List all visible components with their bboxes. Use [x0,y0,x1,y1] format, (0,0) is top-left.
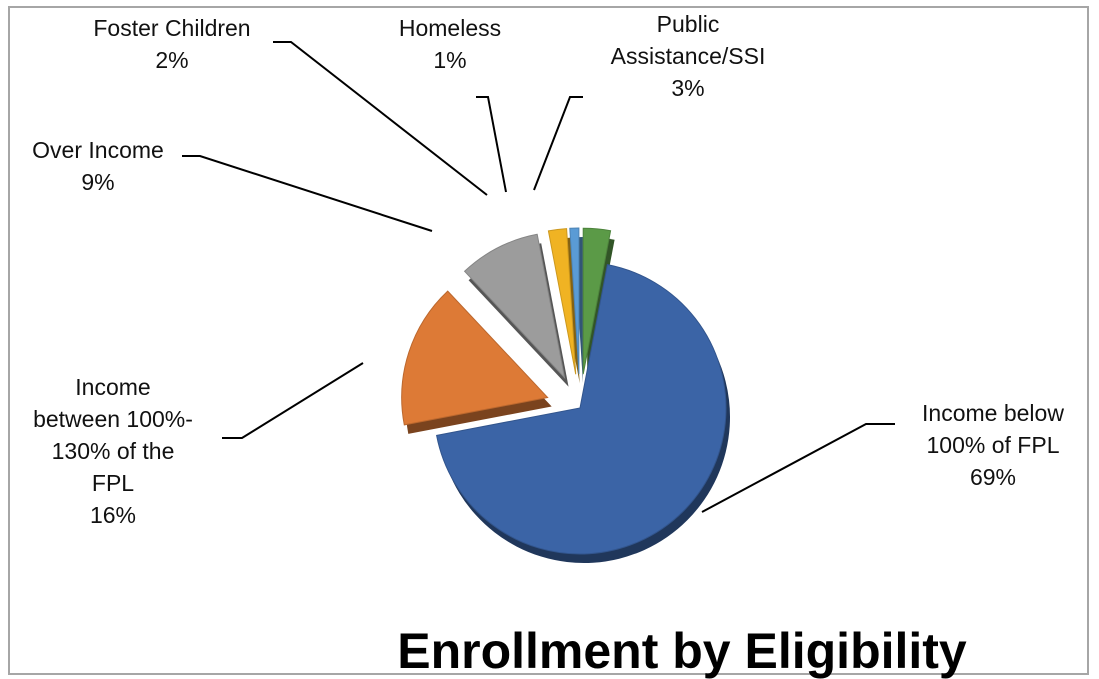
leader-line-over-income [182,155,433,232]
slice-percent-homeless: 1% [433,47,466,73]
leader-line-income-between-100-130-of-the-fpl [222,362,364,439]
pie-slices [401,227,727,555]
slice-label-public-assistance-ssi: Assistance/SSI [611,43,766,69]
slice-label-income-below-100-of-fpl: 100% of FPL [927,432,1060,458]
leader-line-public-assistance-ssi [533,96,583,191]
slice-homeless [569,227,580,375]
slice-percent-foster-children: 2% [155,47,188,73]
slice-public-assistance-ssi [582,227,612,375]
slice-label-homeless: Homeless [399,15,501,41]
slice-label-income-between-100-130-of-the-fpl: between 100%- [33,406,193,432]
slice-percent-income-below-100-of-fpl: 69% [970,464,1016,490]
leader-line-foster-children [273,41,488,196]
slice-label-income-between-100-130-of-the-fpl: FPL [92,470,134,496]
slice-foster-children [547,228,577,375]
slice-label-income-below-100-of-fpl: Income below [922,400,1064,426]
slice-percent-over-income: 9% [81,169,114,195]
slice-income-between-100-130-of-the-fpl [401,290,549,426]
slice-percent-public-assistance-ssi: 3% [671,75,704,101]
leader-line-income-below-100-of-fpl [701,423,895,513]
chart-title: Enrollment by Eligibility [397,623,967,679]
leader-lines [182,41,895,513]
slice-label-income-between-100-130-of-the-fpl: 130% of the [52,438,175,464]
slice-label-income-between-100-130-of-the-fpl: Income [75,374,150,400]
slice-over-income [463,233,566,380]
slice-labels: Public Assistance/SSI 3% Income below 100% o… [32,11,1064,528]
leader-line-homeless [476,96,507,193]
slice-label-foster-children: Foster Children [93,15,250,41]
slice-percent-income-between-100-130-of-the-fpl: 16% [90,502,136,528]
slice-label-over-income: Over Income [32,137,164,163]
slice-income-below-100-of-fpl [436,264,727,555]
slice-label-public-assistance-ssi: Public [657,11,720,37]
